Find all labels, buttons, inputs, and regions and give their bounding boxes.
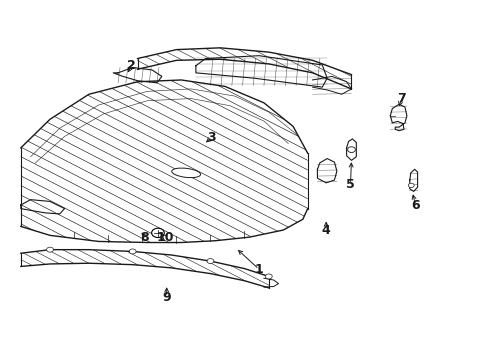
Text: 9: 9 [162, 291, 171, 304]
Text: 5: 5 [346, 178, 354, 191]
Text: 7: 7 [396, 92, 405, 105]
Text: 3: 3 [207, 131, 215, 144]
Circle shape [407, 183, 413, 188]
Text: 4: 4 [321, 224, 330, 237]
Text: 8: 8 [140, 231, 149, 244]
Circle shape [347, 147, 355, 153]
Circle shape [129, 249, 136, 254]
Text: 6: 6 [410, 199, 419, 212]
Circle shape [46, 247, 53, 252]
Text: 10: 10 [157, 231, 174, 244]
Circle shape [265, 274, 272, 279]
Text: 2: 2 [127, 59, 136, 72]
Text: 1: 1 [254, 263, 263, 276]
Ellipse shape [171, 168, 200, 177]
Circle shape [206, 258, 213, 264]
Circle shape [151, 228, 164, 238]
